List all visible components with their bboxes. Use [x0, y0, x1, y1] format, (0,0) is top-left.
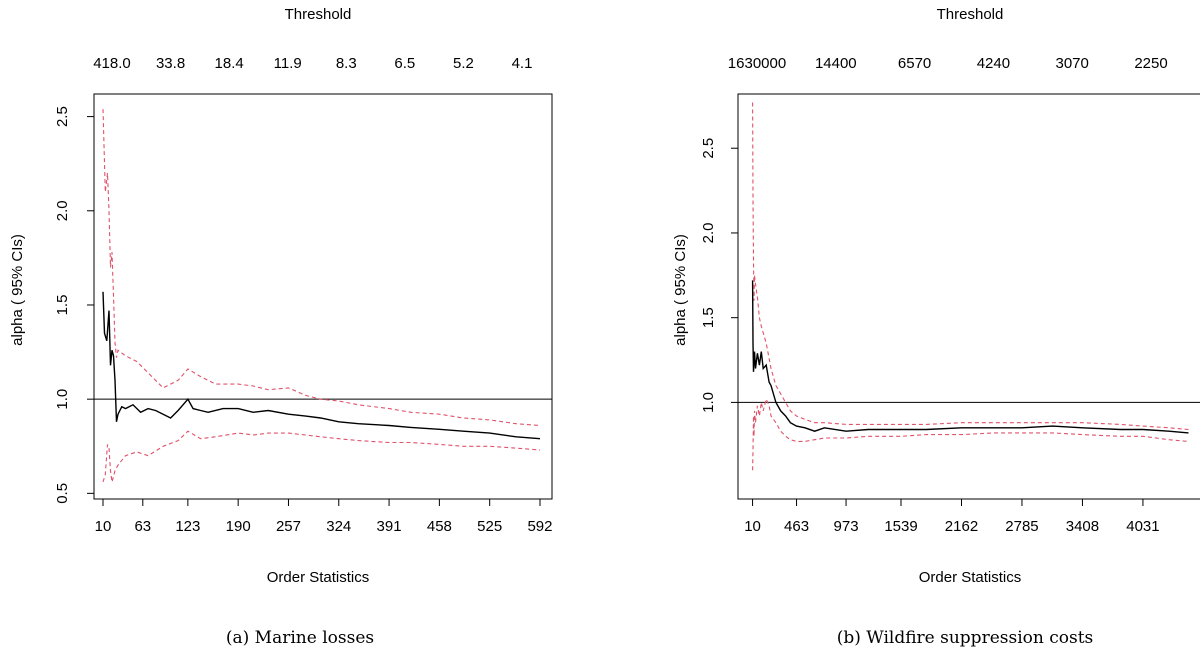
- x-tick-label: 63: [134, 518, 151, 535]
- threshold-tick-label: 4.1: [512, 55, 533, 72]
- x-tick-label: 525: [477, 518, 502, 535]
- plot-frame: [737, 93, 1200, 500]
- lower-ci-line: [102, 430, 541, 483]
- y-tick-label: 2.5: [700, 138, 717, 159]
- y-tick-label: 0.5: [54, 483, 71, 504]
- threshold-tick-label: 6570: [898, 55, 931, 72]
- x-tick-label: 10: [744, 518, 761, 535]
- threshold-tick-label: 5.2: [453, 55, 474, 72]
- y-tick-label: 2.0: [54, 200, 71, 221]
- y-tick-label: 1.5: [700, 307, 717, 328]
- x-tick-label: 257: [276, 518, 301, 535]
- x-tick-label: 3408: [1066, 518, 1099, 535]
- x-tick-label: 10: [95, 518, 112, 535]
- x-tick-label: 324: [326, 518, 351, 535]
- threshold-tick-label: 4240: [977, 55, 1010, 72]
- y-tick-label: 2.0: [700, 223, 717, 244]
- panel-marine-losses: Threshold Order Statistics alpha ( 95% C…: [9, 6, 553, 648]
- x-axis-label: Order Statistics: [267, 569, 370, 586]
- x-tick-label: 973: [834, 518, 859, 535]
- x-tick-label: 592: [527, 518, 552, 535]
- estimate-line: [751, 280, 1189, 434]
- threshold-tick-label: 3070: [1056, 55, 1089, 72]
- panel-caption: (a) Marine losses: [226, 628, 374, 648]
- threshold-tick-label: 2250: [1134, 55, 1167, 72]
- threshold-tick-label: 33.8: [156, 55, 185, 72]
- upper-ci-line: [752, 102, 1189, 431]
- threshold-tick-label: 11.9: [274, 55, 302, 72]
- x-tick-label: 2162: [945, 518, 978, 535]
- upper-ci-line: [102, 109, 541, 427]
- plot-area: 10 63 123 190 257 324 391 458 525 592 0.5 1.0 1.5 2.0…: [54, 55, 553, 535]
- threshold-tick-label: 1630000: [728, 55, 786, 72]
- x-tick-label: 458: [427, 518, 452, 535]
- y-axis-label: alpha ( 95% CIs): [9, 234, 26, 346]
- y-axis-label: alpha ( 95% CIs): [672, 234, 689, 346]
- y-tick-label: 2.5: [54, 106, 71, 127]
- lower-ci-line: [752, 397, 1189, 471]
- x-tick-label: 190: [226, 518, 251, 535]
- y-tick-label: 1.0: [700, 392, 717, 413]
- top-axis-title: Threshold: [937, 6, 1004, 23]
- x-tick-label: 4031: [1126, 518, 1159, 535]
- plot-area: 10 463 973 1539 2162 2785 3408 4031 1.0 1.5 2.0 2.5…: [700, 55, 1200, 535]
- x-tick-label: 1539: [884, 518, 917, 535]
- x-axis-label: Order Statistics: [919, 569, 1022, 586]
- x-tick-label: 2785: [1005, 518, 1038, 535]
- threshold-tick-label: 14400: [815, 55, 857, 72]
- panel-wildfire-suppression-costs: Threshold Order Statistics alpha ( 95% C…: [672, 6, 1200, 648]
- threshold-tick-label: 418.0: [93, 55, 131, 72]
- estimate-line: [102, 291, 541, 440]
- y-tick-label: 1.0: [54, 389, 71, 410]
- threshold-tick-label: 6.5: [394, 55, 415, 72]
- x-tick-label: 391: [377, 518, 402, 535]
- threshold-tick-label: 18.4: [215, 55, 244, 72]
- x-tick-label: 463: [784, 518, 809, 535]
- threshold-tick-label: 8.3: [336, 55, 357, 72]
- y-tick-label: 1.5: [54, 295, 71, 316]
- x-tick-label: 123: [175, 518, 200, 535]
- top-axis-title: Threshold: [285, 6, 352, 23]
- panel-caption: (b) Wildfire suppression costs: [837, 628, 1094, 648]
- plot-frame: [93, 93, 553, 500]
